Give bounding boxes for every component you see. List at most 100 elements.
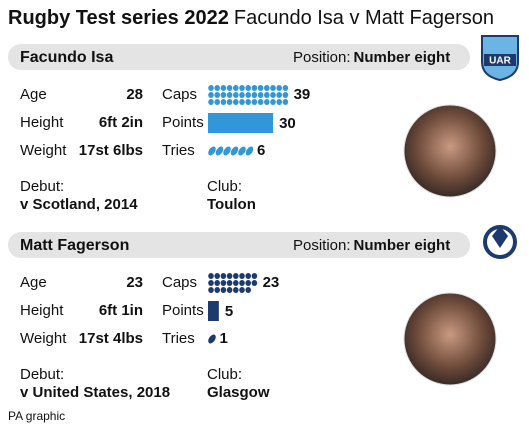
stat-label: Weight [20,142,67,159]
cap-dot [245,92,251,98]
stat-label: Age [20,274,47,291]
try-ball [215,146,224,156]
cap-dot [208,85,214,91]
player-photo [403,292,497,386]
header-bar [8,232,470,258]
points-value: 30 [279,115,296,132]
stat-label: Height [20,114,64,131]
caps-label: Caps [162,274,197,291]
stat-value: 23 [126,274,143,291]
cap-dot [257,85,264,91]
cap-dot [245,287,251,293]
cap-dot [220,85,227,91]
title: Rugby Test series 2022 Facundo Isa v Matt… [8,7,494,29]
try-ball [245,146,254,156]
cap-dot [257,99,264,105]
stat-value: 28 [126,86,143,103]
cap-dot [251,85,258,91]
cap-dot [239,92,245,98]
points-value: 5 [225,303,233,320]
cap-dot [251,273,258,279]
badge-thistle-head [492,226,508,248]
cap-dot [251,280,258,286]
cap-dot [239,85,245,91]
cap-dot [282,85,289,91]
caps-value: 23 [263,274,280,291]
club-value: Glasgow [207,384,270,401]
title-rest: Facundo Isa v Matt Fagerson [234,7,494,29]
cap-dot [282,99,289,105]
cap-dot [214,99,220,105]
cap-dot [270,99,276,105]
points-bar [208,301,219,321]
source: PA graphic [8,409,65,423]
debut-value: v United States, 2018 [20,384,170,401]
cap-dot [208,273,214,279]
cap-dot [233,273,239,279]
points-bar [208,113,274,133]
cap-dot [226,85,233,91]
cap-dot [233,85,239,91]
tries-label: Tries [162,330,195,347]
stat-label: Height [20,302,64,319]
tries-label: Tries [162,142,195,159]
position-label: Position: [293,49,351,66]
player-photo [403,104,497,198]
cap-dot [233,280,239,286]
cap-dot [233,287,239,293]
stat-label: Age [20,86,47,103]
cap-dot [251,99,258,105]
try-ball [208,146,216,156]
cap-dot [226,273,233,279]
cap-dot [208,287,214,293]
cap-dot [233,99,239,105]
stat-value: 17st 4lbs [79,330,143,347]
debut-label: Debut: [20,366,64,383]
try-ball [208,334,216,344]
debut-value: v Scotland, 2014 [20,196,138,213]
caps-dots [208,85,289,105]
cap-dot [239,99,245,105]
cap-dot [276,99,283,105]
try-ball [223,146,231,156]
title-bold: Rugby Test series 2022 [8,7,229,29]
cap-dot [233,92,239,98]
cap-dot [264,92,270,98]
debut-label: Debut: [20,178,64,195]
cap-dot [276,85,283,91]
cap-dot [214,92,220,98]
cap-dot [245,99,251,105]
cap-dot [264,85,270,91]
points-label: Points [162,114,204,131]
header-bar [8,44,470,70]
cap-dot [220,99,227,105]
cap-dot [239,287,245,293]
position: Position: Number eight [293,237,450,254]
cap-dot [214,273,220,279]
position-value: Number eight [354,237,451,254]
stat-value: 17st 6lbs [79,142,143,159]
caps-value: 39 [294,86,311,103]
cap-dot [239,273,245,279]
try-ball [230,146,239,156]
stat-value: 6ft 1in [99,302,143,319]
tries-value: 6 [257,142,265,159]
tries-value: 1 [220,330,228,347]
cap-dot [245,85,251,91]
cap-dot [270,85,276,91]
cap-dot [208,280,214,286]
cap-dot [264,99,270,105]
cap-dot [226,99,233,105]
cap-dot [245,273,251,279]
cap-dot [208,99,214,105]
player-name: Matt Fagerson [20,237,129,254]
try-ball [238,146,246,156]
cap-dot [220,273,227,279]
club-value: Toulon [207,196,256,213]
cap-dot [220,92,227,98]
cap-dot [239,280,245,286]
cap-dot [214,85,220,91]
cap-dot [226,92,233,98]
cap-dot [270,92,276,98]
